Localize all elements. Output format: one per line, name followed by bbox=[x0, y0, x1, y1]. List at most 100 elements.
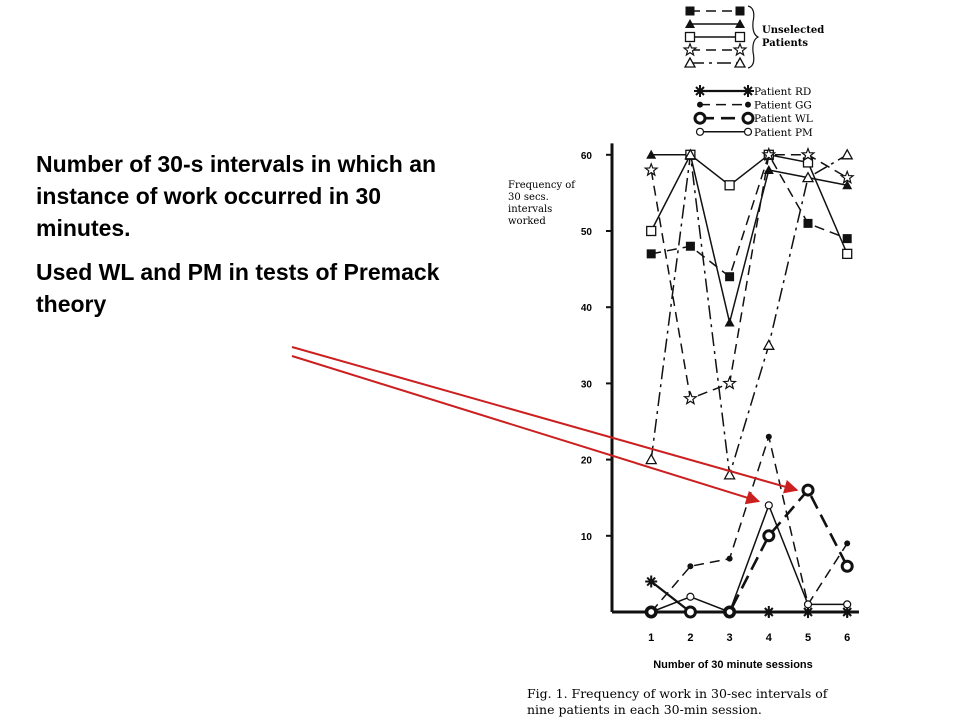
x-tick-label: 2 bbox=[687, 632, 693, 644]
slide-text-block: Number of 30-s intervals in which an ins… bbox=[36, 148, 476, 332]
legend-marker bbox=[697, 101, 703, 108]
data-point bbox=[646, 149, 657, 159]
data-point bbox=[840, 559, 854, 573]
data-point bbox=[842, 180, 853, 190]
legend-marker bbox=[683, 56, 697, 68]
series-patient-gg bbox=[648, 433, 851, 615]
legend-marker bbox=[685, 19, 695, 28]
data-point bbox=[762, 606, 775, 618]
y-label-line: 30 secs. bbox=[508, 192, 549, 203]
data-point bbox=[684, 148, 697, 160]
data-point bbox=[841, 606, 854, 618]
legend-group-line: Unselected bbox=[762, 25, 824, 36]
caption-line: Fig. 1. Frequency of work in 30-sec inte… bbox=[527, 686, 829, 701]
series-line bbox=[650, 154, 848, 476]
legend-label: Patient RD bbox=[754, 86, 811, 98]
legend-marker bbox=[741, 111, 755, 125]
y-tick-label: 40 bbox=[581, 303, 593, 314]
data-point bbox=[723, 468, 736, 480]
data-point bbox=[842, 248, 853, 260]
legend-marker bbox=[684, 31, 696, 43]
y-label-line: worked bbox=[508, 216, 546, 227]
chart-series bbox=[643, 146, 855, 619]
data-point bbox=[843, 600, 852, 609]
legend-marker bbox=[685, 6, 695, 16]
x-tick-label: 5 bbox=[805, 632, 811, 644]
x-tick-label: 4 bbox=[766, 632, 773, 644]
data-point bbox=[803, 218, 813, 228]
legend-label: Patient GG bbox=[754, 100, 812, 112]
data-point bbox=[762, 338, 775, 350]
data-point bbox=[724, 317, 735, 327]
legend-group-line: Patients bbox=[762, 38, 808, 49]
data-point bbox=[801, 483, 815, 497]
data-point bbox=[764, 501, 773, 510]
data-point bbox=[683, 605, 697, 619]
data-point bbox=[645, 575, 658, 588]
series-line bbox=[650, 433, 848, 613]
data-point bbox=[844, 540, 851, 547]
legend-marker bbox=[695, 127, 705, 136]
legend-marker bbox=[735, 6, 745, 16]
data-point bbox=[841, 148, 854, 160]
data-point bbox=[647, 607, 656, 617]
legend-label: Patient WL bbox=[754, 113, 813, 125]
legend-marker bbox=[742, 85, 754, 97]
x-tick-label: 6 bbox=[844, 632, 850, 644]
slide-paragraph-premack: Used WL and PM in tests of Premack theor… bbox=[36, 259, 440, 317]
data-point bbox=[722, 375, 738, 390]
data-point bbox=[842, 234, 852, 244]
data-point bbox=[801, 171, 815, 183]
x-tick-label: 3 bbox=[727, 632, 733, 644]
series-line bbox=[651, 487, 849, 614]
data-point bbox=[724, 180, 735, 191]
legend-group-label: Unselected Patients bbox=[762, 25, 824, 49]
data-point bbox=[803, 600, 813, 609]
data-point bbox=[725, 607, 734, 617]
series-filled-triangle bbox=[646, 149, 853, 327]
data-point bbox=[725, 272, 735, 282]
series-line bbox=[651, 152, 848, 278]
legend-marker bbox=[732, 42, 748, 57]
series-patient-pm bbox=[647, 501, 852, 617]
data-point bbox=[761, 146, 777, 162]
data-point bbox=[839, 169, 855, 185]
legend-marker bbox=[694, 85, 706, 97]
series-line bbox=[650, 580, 848, 614]
x-tick-label: 1 bbox=[648, 632, 654, 644]
data-point bbox=[646, 249, 656, 259]
data-point bbox=[646, 225, 657, 237]
y-tick-label: 20 bbox=[581, 456, 593, 467]
y-label-line: intervals bbox=[508, 204, 552, 215]
y-tick-label: 30 bbox=[581, 379, 593, 390]
data-point bbox=[687, 563, 694, 570]
legend-marker bbox=[745, 101, 751, 108]
data-point bbox=[765, 433, 772, 440]
arrow-to-wl bbox=[291, 346, 799, 494]
series-line bbox=[650, 503, 848, 613]
data-point bbox=[645, 453, 658, 465]
data-point bbox=[800, 146, 816, 162]
data-point bbox=[802, 606, 814, 618]
data-point bbox=[685, 241, 695, 251]
caption-line: nine patients in each 30-min session. bbox=[527, 702, 762, 717]
arrow-to-pm bbox=[291, 355, 761, 505]
series-line bbox=[651, 154, 848, 323]
series-open-triangle bbox=[645, 148, 854, 480]
series-open-star bbox=[643, 146, 855, 406]
y-tick-label: 60 bbox=[581, 151, 593, 162]
legend-label: Patient PM bbox=[754, 127, 813, 139]
series-open-square bbox=[646, 149, 853, 260]
data-point bbox=[726, 555, 733, 562]
data-point bbox=[682, 390, 698, 406]
slide-paragraph-intervals: Number of 30-s intervals in which an ins… bbox=[36, 151, 437, 241]
data-point bbox=[686, 592, 695, 601]
legend-marker bbox=[735, 19, 745, 28]
figure-caption: Fig. 1. Frequency of work in 30-sec inte… bbox=[527, 686, 829, 717]
legend-brace bbox=[747, 5, 760, 69]
y-label-line: Frequency of bbox=[508, 180, 576, 191]
y-tick-label: 50 bbox=[581, 227, 593, 238]
legend-marker bbox=[693, 111, 707, 125]
